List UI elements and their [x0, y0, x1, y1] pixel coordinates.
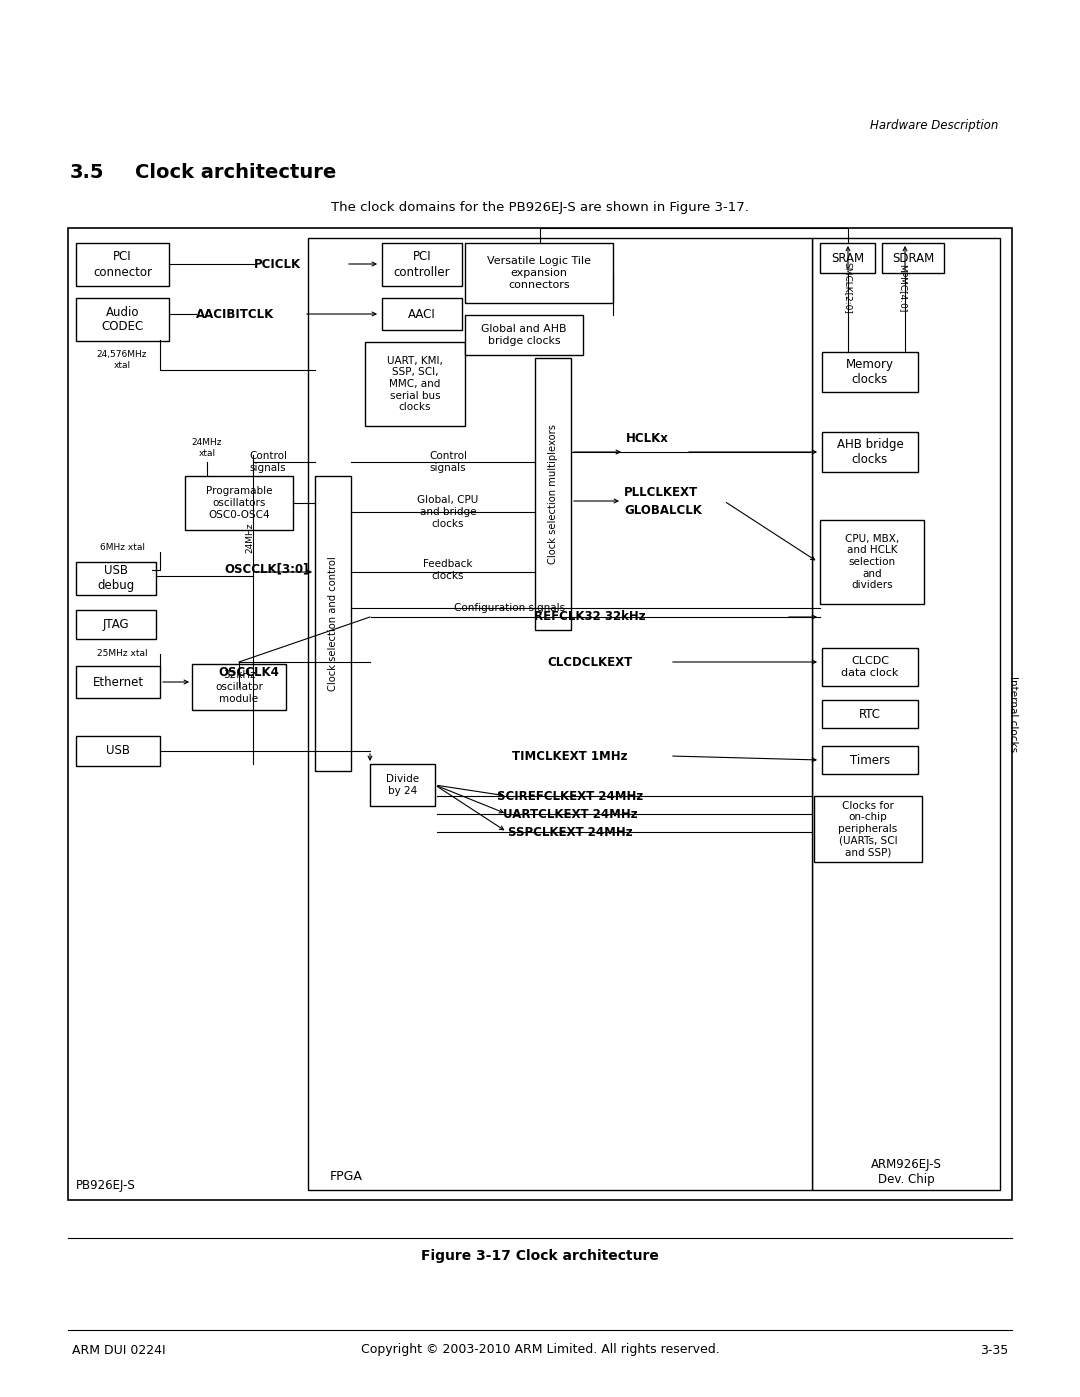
Bar	[76, 298, 168, 341]
Text: SDRAM: SDRAM	[892, 251, 934, 264]
Bar	[76, 666, 160, 698]
Text: Audio
CODEC: Audio CODEC	[102, 306, 144, 334]
Bar	[185, 476, 293, 529]
Text: HCLKx: HCLKx	[626, 432, 669, 444]
Text: AHB bridge
clocks: AHB bridge clocks	[837, 439, 903, 467]
Text: Control
signals: Control signals	[429, 451, 467, 472]
Text: AACI: AACI	[408, 307, 436, 320]
Text: OSCCLK4: OSCCLK4	[218, 665, 279, 679]
Bar	[315, 476, 351, 771]
Bar	[76, 562, 156, 595]
Text: ARM DUI 0224I: ARM DUI 0224I	[72, 1344, 165, 1356]
Bar	[535, 358, 571, 630]
Text: FPGA: FPGA	[329, 1169, 363, 1182]
Bar	[370, 764, 435, 806]
Text: AACIBITCLK: AACIBITCLK	[195, 307, 274, 320]
Text: SSPCLKEXT 24MHz: SSPCLKEXT 24MHz	[508, 826, 632, 838]
Bar	[814, 796, 922, 862]
Text: Feedback
clocks: Feedback clocks	[423, 559, 473, 581]
Text: ARM926EJ-S
Dev. Chip: ARM926EJ-S Dev. Chip	[870, 1158, 942, 1186]
Bar	[465, 314, 583, 355]
Bar	[822, 432, 918, 472]
Text: Versatile Logic Tile
expansion
connectors: Versatile Logic Tile expansion connector…	[487, 257, 591, 289]
Text: Clock architecture: Clock architecture	[135, 162, 336, 182]
Text: 24MHz: 24MHz	[245, 522, 255, 553]
Text: CPU, MBX,
and HCLK
selection
and
dividers: CPU, MBX, and HCLK selection and divider…	[845, 534, 900, 590]
Text: Internal clocks: Internal clocks	[1008, 676, 1018, 752]
Text: Copyright © 2003-2010 ARM Limited. All rights reserved.: Copyright © 2003-2010 ARM Limited. All r…	[361, 1344, 719, 1356]
Bar	[822, 746, 918, 774]
Bar	[382, 243, 462, 286]
Bar	[382, 298, 462, 330]
Text: GLOBALCLK: GLOBALCLK	[624, 503, 702, 517]
Text: Hardware Description: Hardware Description	[870, 120, 998, 133]
Bar	[68, 228, 1012, 1200]
Bar	[812, 237, 1000, 1190]
Text: 24,576MHz
xtal: 24,576MHz xtal	[97, 351, 147, 370]
Text: Memory
clocks: Memory clocks	[846, 358, 894, 386]
Text: MPMC[4:0]: MPMC[4:0]	[899, 264, 907, 312]
Text: JTAG: JTAG	[103, 617, 130, 631]
Text: Control
signals: Control signals	[249, 451, 287, 472]
Text: Clock selection and control: Clock selection and control	[328, 556, 338, 692]
Text: The clock domains for the PB926EJ-S are shown in Figure 3-17.: The clock domains for the PB926EJ-S are …	[332, 201, 748, 214]
Text: SCIREFCLKEXT 24MHz: SCIREFCLKEXT 24MHz	[497, 789, 643, 802]
Bar	[822, 648, 918, 686]
Text: CLCDC
data clock: CLCDC data clock	[841, 657, 899, 678]
Text: Divide
by 24: Divide by 24	[386, 774, 419, 796]
Bar	[465, 243, 613, 303]
Text: USB: USB	[106, 745, 130, 757]
Text: Configuration signals: Configuration signals	[454, 604, 565, 613]
Text: 3-35: 3-35	[980, 1344, 1008, 1356]
Text: OSCCLK[3:0]: OSCCLK[3:0]	[224, 563, 309, 576]
Text: Global and AHB
bridge clocks: Global and AHB bridge clocks	[482, 324, 567, 346]
Text: PLLCLKEXT: PLLCLKEXT	[624, 486, 698, 499]
Bar	[822, 700, 918, 728]
Text: 3.5: 3.5	[70, 162, 105, 182]
Bar	[820, 520, 924, 604]
Text: CLCDCLKEXT: CLCDCLKEXT	[548, 655, 633, 669]
Text: 6MHz xtal: 6MHz xtal	[99, 543, 145, 552]
Bar	[365, 342, 465, 426]
Text: Figure 3-17 Clock architecture: Figure 3-17 Clock architecture	[421, 1249, 659, 1263]
Text: Clocks for
on-chip
peripherals
(UARTs, SCI
and SSP): Clocks for on-chip peripherals (UARTs, S…	[838, 800, 897, 858]
Bar	[76, 243, 168, 286]
Text: REFCLK32 32kHz: REFCLK32 32kHz	[535, 610, 646, 623]
Text: 25MHz xtal: 25MHz xtal	[97, 650, 147, 658]
Text: Global, CPU
and bridge
clocks: Global, CPU and bridge clocks	[417, 496, 478, 528]
Bar	[192, 664, 286, 710]
Text: 24MHz
xtal: 24MHz xtal	[192, 439, 222, 458]
Text: PB926EJ-S: PB926EJ-S	[76, 1179, 136, 1193]
Bar	[822, 352, 918, 393]
Bar	[308, 237, 812, 1190]
Text: 32kHz
oscillator
module: 32kHz oscillator module	[215, 671, 262, 704]
Text: PCI
controller: PCI controller	[394, 250, 450, 278]
Text: Timers: Timers	[850, 753, 890, 767]
Text: PCI
connector: PCI connector	[93, 250, 152, 278]
Bar	[882, 243, 944, 272]
Text: UARTCLKEXT 24MHz: UARTCLKEXT 24MHz	[502, 807, 637, 820]
Text: Programable
oscillators
OSC0-OSC4: Programable oscillators OSC0-OSC4	[206, 486, 272, 520]
Bar	[820, 243, 875, 272]
Text: Ethernet: Ethernet	[93, 676, 144, 689]
Text: SRAM: SRAM	[831, 251, 864, 264]
Text: SMCLK[2:0]: SMCLK[2:0]	[843, 263, 852, 314]
Text: UART, KMI,
SSP, SCI,
MMC, and
serial bus
clocks: UART, KMI, SSP, SCI, MMC, and serial bus…	[387, 356, 443, 412]
Bar	[76, 736, 160, 766]
Text: USB
debug: USB debug	[97, 564, 135, 592]
Text: TIMCLKEXT 1MHz: TIMCLKEXT 1MHz	[512, 750, 627, 763]
Text: RTC: RTC	[859, 707, 881, 721]
Text: Clock selection multiplexors: Clock selection multiplexors	[548, 425, 558, 564]
Text: PCICLK: PCICLK	[254, 257, 301, 271]
Bar	[76, 610, 156, 638]
